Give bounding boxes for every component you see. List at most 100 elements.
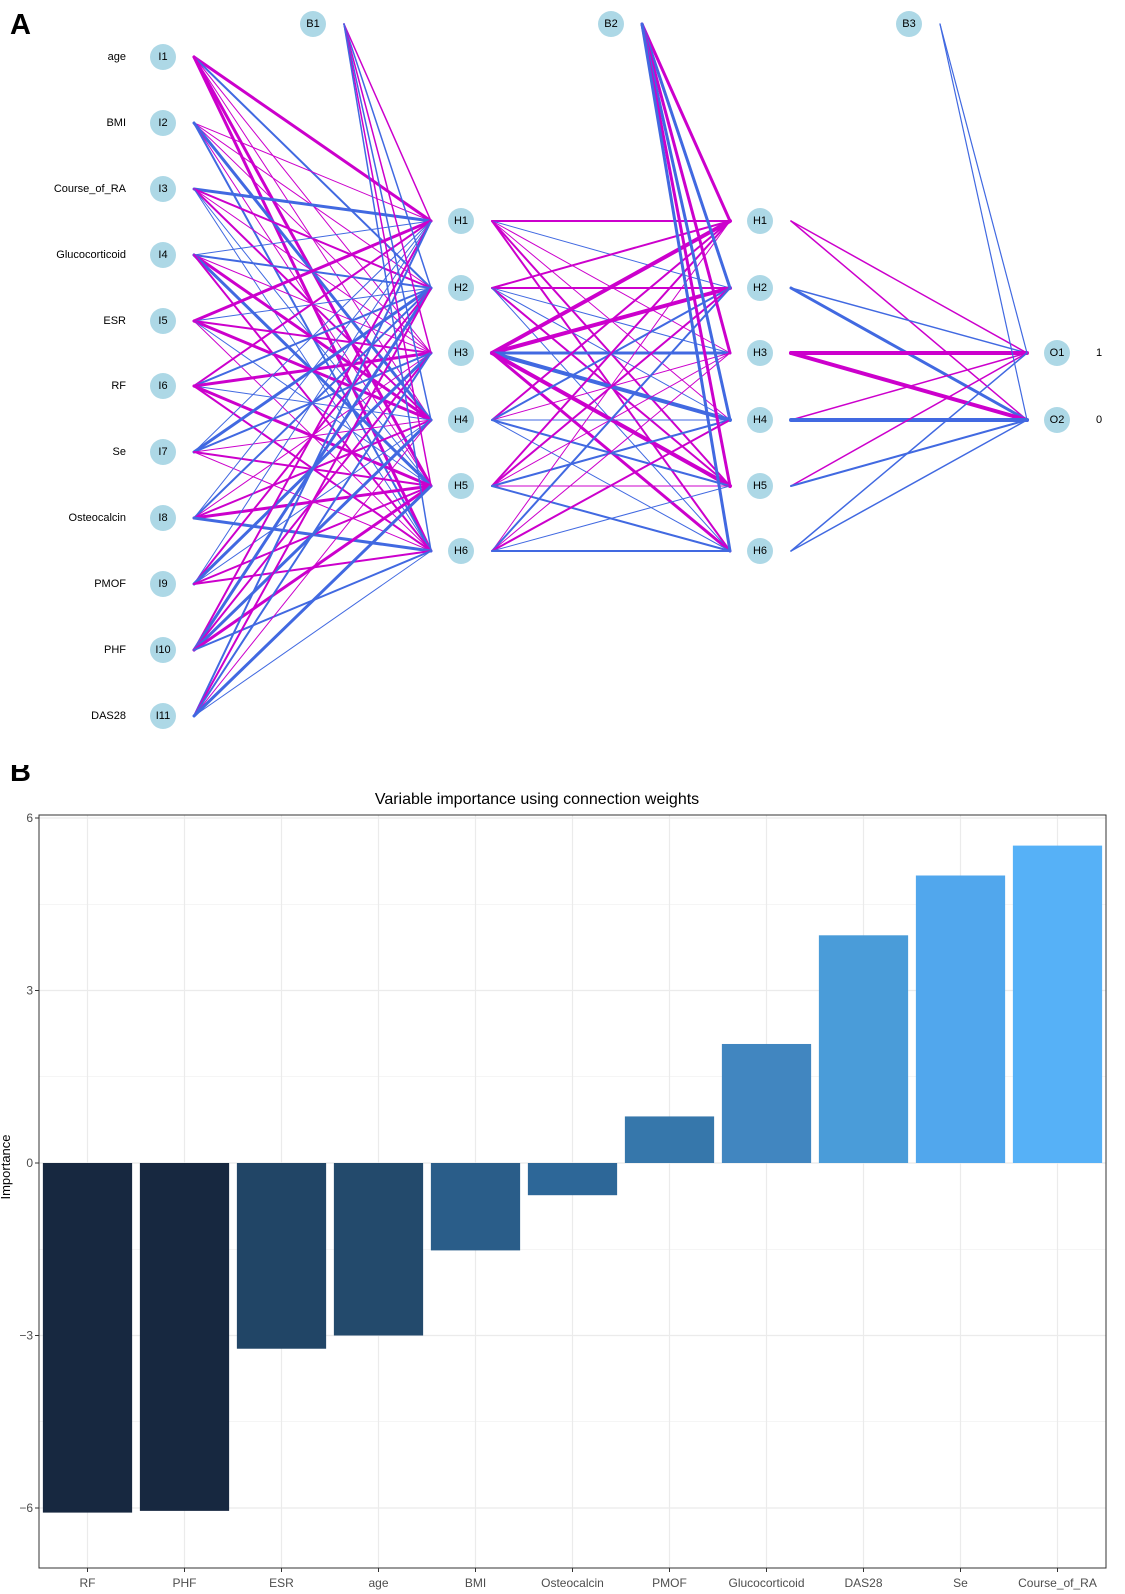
bar-RF [42, 1163, 133, 1513]
input-variable-label: PHF [104, 644, 126, 656]
bias3-output-connection [939, 23, 1028, 421]
hidden2-output-connection [790, 419, 1028, 487]
x-tick-label: ESR [269, 1576, 294, 1590]
input-node-label: I6 [158, 380, 167, 392]
hidden2-node-label: H5 [753, 480, 767, 492]
input-node [150, 176, 176, 202]
input-variable-label: Osteocalcin [69, 512, 126, 524]
x-tick-label: DAS28 [844, 1576, 882, 1590]
bar-Se [915, 875, 1006, 1163]
input-hidden1-connection [192, 55, 433, 223]
hidden1-node [448, 208, 474, 234]
hidden1-hidden2-connection [491, 485, 731, 552]
input-variable-label: Glucocorticoid [56, 249, 126, 261]
hidden1-node-label: H4 [454, 414, 468, 426]
input-hidden1-connection [193, 220, 432, 585]
input-node-label: I8 [158, 512, 167, 524]
input-hidden1-connection [192, 187, 433, 223]
bias3-output-connection [939, 23, 1028, 354]
output-node [1044, 407, 1070, 433]
input-variable-label: ESR [103, 315, 126, 327]
x-tick-label: Se [953, 1576, 968, 1590]
hidden2-output-connection [790, 220, 1028, 354]
bias2-hidden2-connection [640, 22, 732, 422]
hidden2-node [747, 275, 773, 301]
x-tick-label: Course_of_RA [1018, 1576, 1097, 1590]
input-hidden1-connection [193, 220, 432, 519]
hidden1-hidden2-connection [491, 419, 731, 552]
input-variable-label: age [108, 51, 126, 63]
bias-node [896, 11, 922, 37]
input-node-label: I9 [158, 578, 167, 590]
bar-Glucocorticoid [721, 1043, 812, 1163]
bar-PHF [139, 1163, 230, 1511]
input-node [150, 110, 176, 136]
hidden1-node-label: H2 [454, 282, 468, 294]
input-hidden1-connection [193, 352, 432, 717]
hidden2-node-label: H3 [753, 347, 767, 359]
x-tick-label: Osteocalcin [541, 1576, 604, 1590]
y-tick-label: −3 [19, 1329, 33, 1343]
input-node-label: I2 [158, 117, 167, 129]
input-node-label: I10 [155, 644, 170, 656]
hidden1-hidden2-connection [491, 419, 731, 487]
network-connections [192, 22, 1029, 718]
bias2-hidden2-connection [640, 22, 732, 223]
hidden1-hidden2-connection [491, 287, 731, 552]
bar-PMOF [624, 1116, 715, 1163]
bias1-hidden1-connection [343, 23, 432, 222]
bias-node-label: B1 [306, 18, 319, 30]
input-hidden1-connection [193, 220, 432, 256]
hidden1-node-label: H1 [454, 215, 468, 227]
input-variable-label: Course_of_RA [54, 183, 127, 195]
input-node-label: I5 [158, 315, 167, 327]
hidden2-node-label: H6 [753, 545, 767, 557]
x-tick-label: PMOF [652, 1576, 687, 1590]
hidden2-node-label: H4 [753, 414, 767, 426]
input-hidden1-connection [193, 220, 432, 453]
y-tick-label: 3 [26, 984, 33, 998]
y-tick-label: 6 [26, 811, 33, 825]
input-hidden1-connection [193, 220, 432, 651]
bar-Course_of_RA [1012, 845, 1103, 1163]
bias-node-label: B3 [902, 18, 915, 30]
bias-node-label: B2 [604, 18, 617, 30]
bias1-hidden1-connection [343, 23, 432, 487]
input-node-label: I4 [158, 249, 167, 261]
input-hidden1-connection [193, 220, 432, 717]
bias1-hidden1-connection [343, 23, 432, 552]
hidden1-node-label: H6 [454, 545, 468, 557]
output-node-label: O2 [1050, 414, 1065, 426]
input-node [150, 505, 176, 531]
hidden2-output-connection [790, 287, 1028, 354]
hidden1-hidden2-connection [491, 220, 731, 487]
bias2-hidden2-connection [640, 22, 732, 290]
hidden1-node-label: H5 [454, 480, 468, 492]
bar-age [333, 1163, 424, 1336]
x-tick-label: age [368, 1576, 388, 1590]
hidden1-node [448, 275, 474, 301]
hidden1-hidden2-connection [491, 220, 731, 289]
hidden2-node [747, 340, 773, 366]
panel-a-letter: A [10, 9, 31, 41]
hidden2-node [747, 538, 773, 564]
hidden1-node [448, 340, 474, 366]
bias1-hidden1-connection [343, 23, 432, 289]
output-node-label: O1 [1050, 347, 1065, 359]
input-node-label: I3 [158, 183, 167, 195]
hidden1-hidden2-connection [491, 220, 731, 421]
input-variable-label: Se [113, 446, 126, 458]
input-hidden1-connection [192, 484, 433, 718]
neural-network-diagram: A I1 age I2 BMI I3 Course_of_RA I4 Glucocortico… [10, 9, 1102, 729]
hidden2-node-label: H2 [753, 282, 767, 294]
bar-DAS28 [818, 935, 909, 1163]
input-variable-label: RF [111, 380, 126, 392]
bias2-hidden2-connection [640, 22, 732, 355]
output-node [1044, 340, 1070, 366]
network-nodes: I1 age I2 BMI I3 Course_of_RA I4 Glucocorticoid… [54, 11, 1102, 729]
hidden1-hidden2-connection [491, 352, 731, 552]
x-axis-ticks: RF PHF ESR age BMI Osteocalcin PMOF Glucocortic… [80, 1568, 1097, 1590]
bar-BMI [430, 1163, 521, 1251]
bias-node [598, 11, 624, 37]
hidden1-node [448, 538, 474, 564]
